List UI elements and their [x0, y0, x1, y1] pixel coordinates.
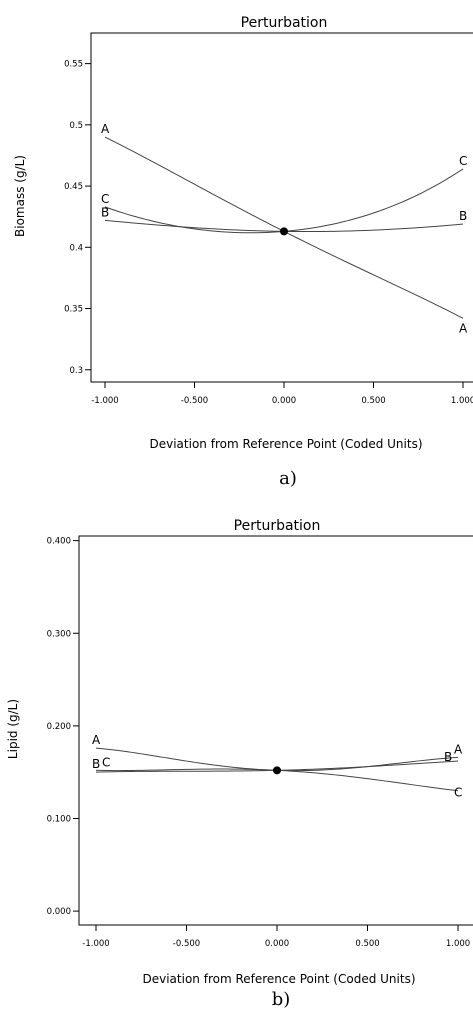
- lipid-y-tick-label: 0.300: [47, 629, 71, 639]
- lipid-x-tick-label: -0.500: [173, 939, 200, 949]
- biomass-x-tick-label: 1.000: [451, 396, 473, 406]
- biomass-perturbation-chart: Perturbation 0.3 0.35 0.4 0.45 0.5 0.55 -1.000 -…: [13, 15, 473, 489]
- biomass-figure-caption: a): [279, 468, 297, 489]
- biomass-chart-title: Perturbation: [241, 15, 328, 31]
- lipid-series-b-label: B: [444, 750, 452, 764]
- chart-panel-a: Perturbation 0.3 0.35 0.4 0.45 0.5 0.55 -1.000 -…: [0, 0, 473, 500]
- biomass-x-tick-label: -1.000: [91, 396, 118, 406]
- lipid-series-c-label: C: [102, 755, 110, 769]
- biomass-x-tick-label: 0.500: [361, 396, 385, 406]
- lipid-series-b-label: B: [92, 757, 100, 771]
- biomass-series-c-label: C: [101, 192, 109, 206]
- biomass-series-a-label: A: [459, 321, 468, 335]
- biomass-plot-frame: [90, 32, 473, 383]
- lipid-x-tick-label: 0.500: [355, 939, 379, 949]
- biomass-x-tick-label: 0.000: [272, 396, 296, 406]
- biomass-y-tick-label: 0.5: [69, 121, 83, 131]
- biomass-x-axis-label: Deviation from Reference Point (Coded Un…: [150, 437, 423, 451]
- lipid-figure-caption: b): [272, 989, 291, 1010]
- lipid-y-tick-label: 0.200: [47, 722, 71, 732]
- biomass-y-tick-label: 0.3: [69, 366, 83, 376]
- biomass-y-tick-label: 0.35: [64, 305, 83, 315]
- lipid-y-axis-label: Lipid (g/L): [6, 699, 20, 759]
- lipid-y-tick-label: 0.400: [47, 537, 71, 547]
- biomass-x-tick-label: -0.500: [181, 396, 208, 406]
- lipid-series-a-label: A: [454, 742, 463, 756]
- chart-panel-b: Perturbation 0.000 0.100 0.200 0.300 0.400 -1.…: [0, 507, 473, 1015]
- biomass-series-c-label: C: [459, 154, 467, 168]
- biomass-y-tick-label: 0.45: [64, 182, 83, 192]
- lipid-series-c-label: C: [454, 786, 462, 800]
- lipid-y-tick-label: 0.100: [47, 814, 71, 824]
- biomass-series-c-line: [104, 168, 464, 234]
- lipid-series-a-label: A: [92, 733, 101, 747]
- lipid-x-axis-label: Deviation from Reference Point (Coded Un…: [143, 972, 416, 986]
- biomass-y-axis-label: Biomass (g/L): [13, 155, 27, 237]
- lipid-x-tick-label: 0.000: [265, 939, 289, 949]
- biomass-series-b-label: B: [459, 209, 467, 223]
- biomass-series-b-label: B: [101, 205, 109, 219]
- biomass-y-tick-label: 0.55: [64, 60, 83, 70]
- lipid-perturbation-chart: Perturbation 0.000 0.100 0.200 0.300 0.400 -1.…: [6, 518, 473, 1010]
- lipid-chart-title: Perturbation: [234, 518, 321, 534]
- lipid-y-tick-label: 0.000: [47, 907, 71, 917]
- lipid-x-tick-label: 1.000: [446, 939, 470, 949]
- lipid-x-tick-label: -1.000: [82, 939, 109, 949]
- lipid-reference-point-marker: [273, 766, 281, 775]
- biomass-y-tick-label: 0.4: [69, 243, 83, 253]
- lipid-plot-frame: [78, 535, 473, 926]
- biomass-reference-point-marker: [280, 227, 288, 236]
- biomass-series-a-label: A: [101, 122, 110, 136]
